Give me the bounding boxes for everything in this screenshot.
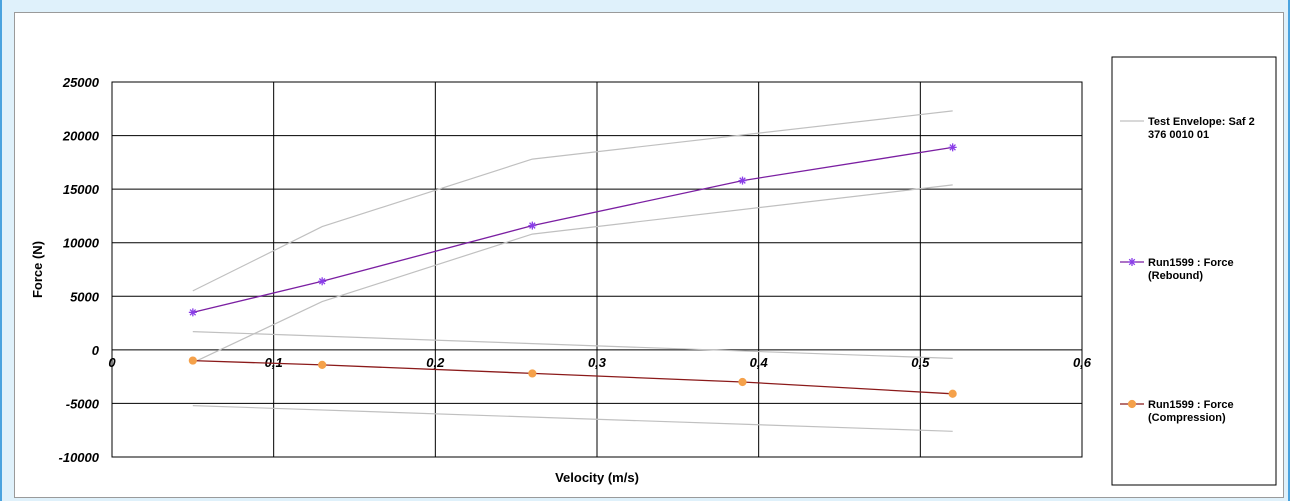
series-1-point bbox=[738, 377, 747, 387]
y-tick-label: 20000 bbox=[62, 129, 100, 144]
series-0-point bbox=[738, 176, 747, 185]
x-axis-title: Velocity (m/s) bbox=[555, 470, 639, 485]
series-1-point bbox=[948, 389, 957, 398]
legend-label: (Rebound) bbox=[1148, 270, 1203, 282]
series-1-point bbox=[528, 369, 537, 378]
y-tick-label: 15000 bbox=[63, 182, 100, 197]
legend-label: Test Envelope: Saf 2 bbox=[1148, 116, 1255, 128]
envelope-line-2 bbox=[192, 331, 953, 359]
legend-label: 376 0010 01 bbox=[1148, 129, 1209, 141]
legend-label: Run1599 : Force bbox=[1148, 257, 1234, 269]
y-tick-label: 25000 bbox=[62, 75, 100, 90]
legend-label: (Compression) bbox=[1148, 412, 1226, 424]
x-tick-label: 0,1 bbox=[265, 355, 283, 370]
y-tick-label: -10000 bbox=[59, 450, 100, 465]
envelope-line-3 bbox=[192, 405, 953, 432]
x-tick-label: 0,6 bbox=[1073, 355, 1092, 370]
x-tick-label: 0,2 bbox=[426, 355, 445, 370]
envelope-line-0 bbox=[192, 110, 953, 292]
series-0-point bbox=[318, 277, 327, 286]
legend-box bbox=[1111, 56, 1277, 486]
y-axis-title: Force (N) bbox=[30, 241, 45, 298]
x-tick-label: 0,3 bbox=[588, 355, 607, 370]
series-0-point bbox=[188, 308, 197, 317]
y-tick-label: 0 bbox=[92, 343, 100, 358]
x-tick-label: 0 bbox=[108, 355, 116, 370]
legend-marker-1 bbox=[1128, 258, 1136, 266]
legend-marker-2 bbox=[1127, 399, 1137, 409]
series-1-point bbox=[318, 360, 327, 369]
x-tick-label: 0,5 bbox=[911, 355, 930, 370]
y-tick-label: 10000 bbox=[63, 236, 100, 251]
series-1-point bbox=[188, 356, 197, 365]
x-tick-label: 0,4 bbox=[750, 355, 769, 370]
series-0-point bbox=[948, 143, 957, 152]
legend-label: Run1599 : Force bbox=[1148, 399, 1234, 411]
series-0-point bbox=[528, 221, 537, 230]
y-tick-label: 5000 bbox=[70, 289, 100, 304]
envelope-line-1 bbox=[192, 184, 953, 364]
y-tick-label: -5000 bbox=[66, 396, 100, 411]
